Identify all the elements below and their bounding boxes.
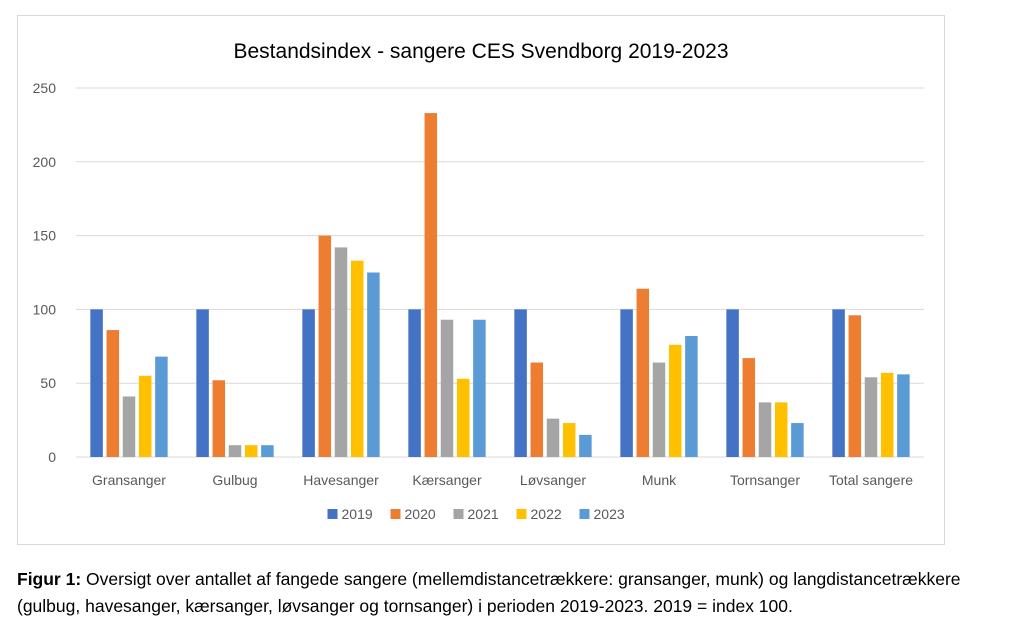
bar-chart: Bestandsindex - sangere CES Svendborg 20…	[33, 40, 924, 522]
x-axis-ticks: Gransanger Gulbug Havesanger Kærsanger Løvsa…	[92, 472, 913, 488]
bar-2022-4	[456, 378, 470, 457]
caption-lead: Figur 1:	[17, 569, 82, 589]
y-tick-label: 250	[33, 80, 57, 96]
bar-2023-1	[155, 356, 168, 457]
legend: 2019 2020 2021 2022 2023	[327, 506, 625, 522]
bar-2021-6	[652, 362, 666, 457]
bar-2023-8	[897, 374, 910, 457]
bar-2020-5	[530, 362, 544, 457]
bar-2020-1	[106, 330, 120, 457]
chart-title: Bestandsindex - sangere CES Svendborg 20…	[234, 40, 729, 63]
bar-2019-7	[726, 309, 739, 457]
caption-text: Oversigt over antallet af fangede sanger…	[17, 569, 961, 616]
y-tick-label: 0	[48, 449, 56, 465]
bar-2021-1	[122, 396, 136, 457]
y-tick-label: 150	[33, 228, 57, 244]
bar-2023-3	[367, 272, 380, 457]
bar-2023-7	[791, 423, 804, 457]
bar-2020-3	[318, 235, 332, 457]
x-tick-label: Tornsanger	[730, 472, 800, 488]
bar-2021-7	[758, 402, 772, 457]
x-tick-label: Kærsanger	[412, 472, 482, 488]
bar-2020-7	[742, 358, 756, 457]
bar-2019-5	[514, 309, 527, 457]
bar-2022-5	[562, 423, 576, 457]
x-tick-label: Løvsanger	[520, 472, 586, 488]
legend-label-2021: 2021	[468, 506, 499, 522]
legend-label-2022: 2022	[531, 506, 562, 522]
legend-swatch-2020	[390, 509, 401, 519]
bar-2021-8	[864, 377, 878, 457]
chart-frame: Bestandsindex - sangere CES Svendborg 20…	[17, 15, 945, 545]
bar-2022-8	[880, 372, 894, 457]
x-tick-label: Gulbug	[212, 472, 257, 488]
bar-2020-2	[212, 380, 226, 457]
bar-2022-1	[138, 375, 152, 457]
legend-label-2023: 2023	[594, 506, 625, 522]
bar-2019-4	[408, 309, 421, 457]
y-axis-ticks: 0 50 100 150 200 250	[33, 80, 57, 465]
bar-2020-6	[636, 288, 650, 457]
bar-2021-3	[334, 247, 348, 457]
bar-2021-4	[440, 319, 454, 457]
bar-2019-8	[832, 309, 845, 457]
x-tick-label: Munk	[642, 472, 677, 488]
bar-2023-5	[579, 434, 592, 457]
bar-2022-7	[774, 402, 788, 457]
x-tick-label: Total sangere	[829, 472, 913, 488]
y-tick-label: 100	[33, 301, 57, 317]
y-tick-label: 200	[33, 154, 57, 170]
legend-swatch-2019	[327, 509, 338, 519]
bar-2019-1	[90, 309, 103, 457]
legend-label-2020: 2020	[405, 506, 436, 522]
bar-2019-2	[196, 309, 209, 457]
bar-2022-6	[668, 344, 682, 457]
legend-label-2019: 2019	[342, 506, 373, 522]
bar-2022-3	[350, 260, 364, 457]
bar-2021-2	[228, 445, 242, 457]
x-tick-label: Havesanger	[303, 472, 379, 488]
bar-2020-4	[424, 113, 438, 457]
bar-2023-6	[685, 335, 698, 457]
bar-2020-8	[848, 315, 862, 457]
legend-swatch-2023	[579, 509, 590, 519]
legend-swatch-2022	[516, 509, 527, 519]
bar-2023-4	[473, 319, 486, 457]
y-tick-label: 50	[40, 375, 56, 391]
bars	[90, 113, 910, 457]
bar-2023-2	[261, 445, 274, 457]
x-tick-label: Gransanger	[92, 472, 166, 488]
bar-2019-6	[620, 309, 633, 457]
bar-2021-5	[546, 418, 560, 457]
legend-swatch-2021	[453, 509, 464, 519]
figure-caption: Figur 1: Oversigt over antallet af fange…	[17, 566, 1002, 620]
bar-2019-3	[302, 309, 315, 457]
bar-2022-2	[244, 445, 258, 457]
